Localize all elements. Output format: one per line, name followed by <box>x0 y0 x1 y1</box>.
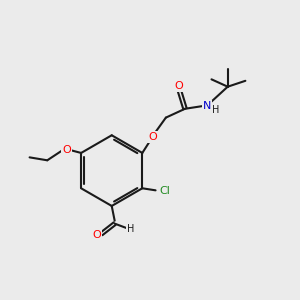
Text: H: H <box>127 224 134 235</box>
Text: N: N <box>203 101 211 111</box>
Text: H: H <box>212 105 219 115</box>
Text: Cl: Cl <box>159 186 170 196</box>
Text: O: O <box>92 230 101 240</box>
Text: O: O <box>175 81 184 91</box>
Text: O: O <box>62 145 71 155</box>
Text: O: O <box>148 132 157 142</box>
